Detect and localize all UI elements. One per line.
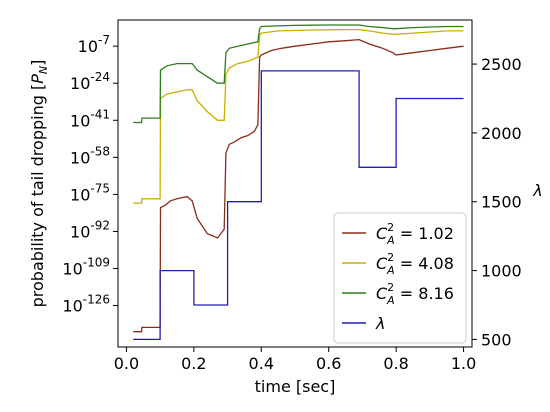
left-tick-label: 10-58 [70,144,110,167]
legend-label: λ [375,314,385,333]
right-tick-label: 1500 [481,193,522,212]
left-tick-label: 10-126 [62,293,110,316]
left-tick-label: 10-75 [70,181,110,204]
legend-label: C2 A = 8.16 [376,281,454,307]
left-tick-label: 10-92 [70,218,110,241]
x-tick-label: 0.2 [181,354,206,373]
left-tick-label: 10-24 [70,70,110,93]
x-axis-label: time [sec] [255,377,336,396]
x-tick-label: 0.6 [316,354,341,373]
left-tick-label: 10-7 [78,33,110,56]
series-layer [133,24,464,341]
legend-box [333,212,467,344]
left-tick-label: 10-41 [70,107,110,130]
right-y-axis-label: λ [532,181,542,200]
series-line-1 [133,28,464,204]
right-tick-label: 2500 [481,55,522,74]
right-tick-label: 1000 [481,262,522,281]
right-tick-label: 500 [481,330,512,349]
legend: C2 A = 1.02 C2 A = 4.08 C2 A = 8.16 λ [333,212,467,344]
x-tick-label: 0.0 [114,354,139,373]
x-tick-label: 0.8 [383,354,408,373]
right-y-axis: 500 1000 1500 2000 2500 [472,55,522,349]
plot-frame [117,19,473,348]
x-tick-label: 0.4 [249,354,274,373]
legend-label: C2 A = 1.02 [376,221,454,247]
series-line-0 [133,38,464,333]
left-y-axis: 10-126 10-109 10-92 10-75 10-58 10-41 10-24 10-… [62,33,118,316]
left-y-axis-label: probability of tail dropping [PN] [28,60,50,308]
right-tick-label: 2000 [481,124,522,143]
x-axis: 0.0 0.2 0.4 0.6 0.8 1.0 [114,347,476,373]
series-line-2 [133,24,464,124]
series-line-3 [133,70,464,341]
x-tick-label: 1.0 [451,354,476,373]
left-tick-label: 10-109 [62,256,110,279]
legend-label: C2 A = 4.08 [376,251,454,277]
